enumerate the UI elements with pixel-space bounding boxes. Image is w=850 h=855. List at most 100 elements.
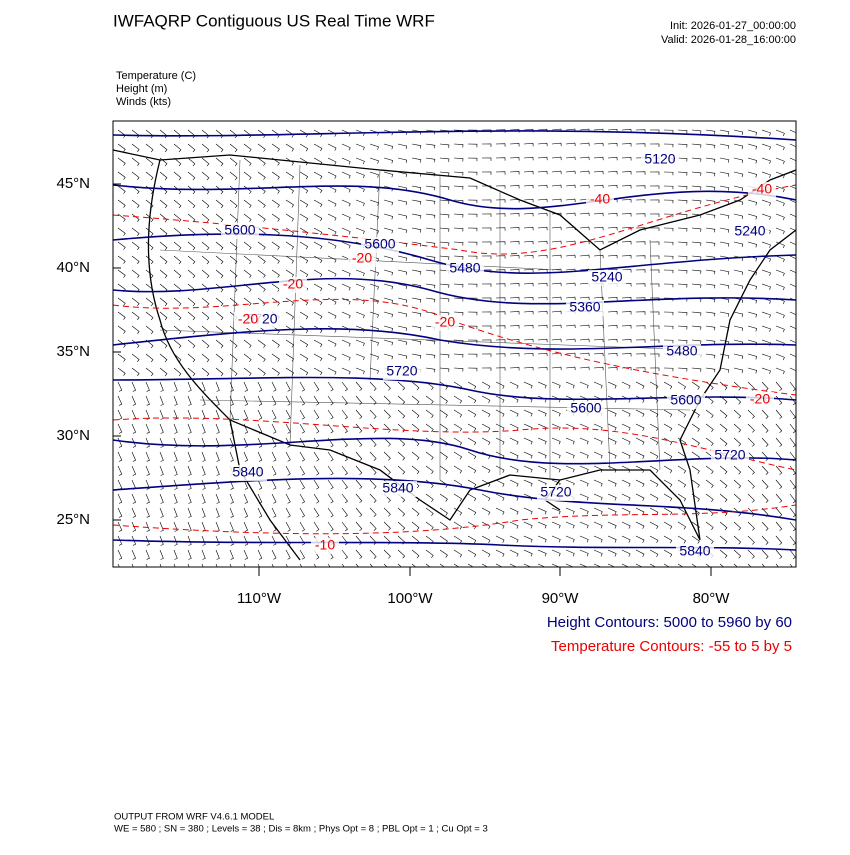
wind-barb <box>523 479 533 487</box>
wind-barb <box>439 255 450 260</box>
wind-barb <box>677 143 688 148</box>
wind-barb <box>243 395 249 406</box>
wind-barb <box>593 465 603 473</box>
wind-barb <box>523 381 533 389</box>
wind-barb <box>691 381 700 390</box>
wind-barb <box>621 157 632 161</box>
wind-barb <box>173 535 178 546</box>
wind-barb <box>327 367 337 375</box>
wind-barb <box>397 157 408 164</box>
wind-barb <box>215 171 224 181</box>
wind-barb <box>733 409 742 419</box>
wind-barb <box>425 171 436 177</box>
wind-barb <box>537 409 547 417</box>
wind-barb <box>131 549 137 560</box>
wind-barb <box>761 367 771 374</box>
wind-barb <box>313 241 323 250</box>
wind-barb <box>131 171 140 181</box>
wind-barb <box>705 213 716 219</box>
wind-barb <box>607 339 618 343</box>
wind-barb <box>761 241 771 248</box>
wind-barb <box>775 129 785 137</box>
wind-barb <box>747 521 755 531</box>
wind-barb <box>607 157 618 161</box>
wind-barb <box>733 507 742 517</box>
wind-barb <box>621 227 632 231</box>
title: IWFAQRP Contiguous US Real Time WRF <box>113 11 435 30</box>
wind-barb <box>117 255 126 264</box>
wind-barb <box>285 395 291 406</box>
wind-barb <box>285 255 294 264</box>
wind-barb <box>425 423 434 432</box>
wind-barb <box>719 339 730 345</box>
wind-barb <box>341 465 348 476</box>
wind-barb <box>747 311 758 318</box>
wind-barb <box>537 296 548 301</box>
wind-barb <box>453 213 464 218</box>
wind-barb <box>229 339 238 349</box>
wind-barb <box>593 563 602 567</box>
wind-barb <box>635 479 645 487</box>
wind-barb <box>761 521 769 531</box>
wind-barb <box>509 535 519 543</box>
wind-barb <box>649 521 659 530</box>
wind-barb <box>509 381 519 389</box>
wind-barb <box>467 451 477 460</box>
label-box <box>348 251 376 267</box>
wind-barb <box>593 549 603 557</box>
wind-barb <box>299 465 305 476</box>
wind-barb <box>677 409 687 418</box>
wind-barb <box>201 367 210 377</box>
wind-barb <box>369 521 377 531</box>
wind-barb <box>285 493 291 504</box>
wind-barb <box>327 269 337 277</box>
wind-barb <box>117 143 126 152</box>
wind-barb <box>649 213 660 217</box>
wind-barb <box>635 409 645 417</box>
wind-barb <box>467 493 477 502</box>
wind-barb <box>201 311 210 321</box>
wind-barb <box>635 241 646 245</box>
wind-barb <box>467 325 478 330</box>
wind-barb <box>243 381 249 392</box>
wind-barb <box>159 339 168 349</box>
wind-barb <box>117 423 123 434</box>
wind-barb <box>425 283 436 289</box>
wind-barb <box>243 241 252 251</box>
wind-barb <box>173 269 182 279</box>
wind-barb <box>761 479 769 489</box>
wind-barb <box>369 339 379 346</box>
wind-barb <box>775 199 785 207</box>
wind-barb <box>523 156 534 161</box>
wind-barb <box>439 423 448 432</box>
wind-barb <box>369 507 377 517</box>
wind-barb <box>761 381 769 391</box>
wind-barb <box>271 157 280 166</box>
wind-barb <box>425 493 434 502</box>
wind-barb <box>579 521 589 529</box>
wind-barb <box>159 353 168 363</box>
wind-barb <box>537 366 548 371</box>
label-box <box>379 481 417 497</box>
wind-barb <box>593 507 603 515</box>
wind-barb <box>145 479 150 490</box>
wind-barb <box>411 297 422 303</box>
wind-barb <box>705 241 716 247</box>
wind-barb <box>495 423 505 431</box>
wind-barb <box>663 283 674 288</box>
wind-barb <box>439 227 450 232</box>
lat-label: 40°N <box>56 259 90 276</box>
wind-barb <box>481 241 492 245</box>
wind-barb <box>145 423 150 434</box>
wind-barb <box>327 381 334 392</box>
wind-barb <box>733 395 742 405</box>
wind-barb <box>369 143 379 150</box>
wind-barb <box>229 493 234 504</box>
wind-barb <box>551 423 561 431</box>
wind-barb <box>355 353 365 361</box>
wind-barb <box>523 507 533 515</box>
wind-barb <box>369 465 377 475</box>
wind-barb <box>733 185 744 192</box>
wind-barb <box>411 325 422 331</box>
wind-barb <box>733 479 742 489</box>
